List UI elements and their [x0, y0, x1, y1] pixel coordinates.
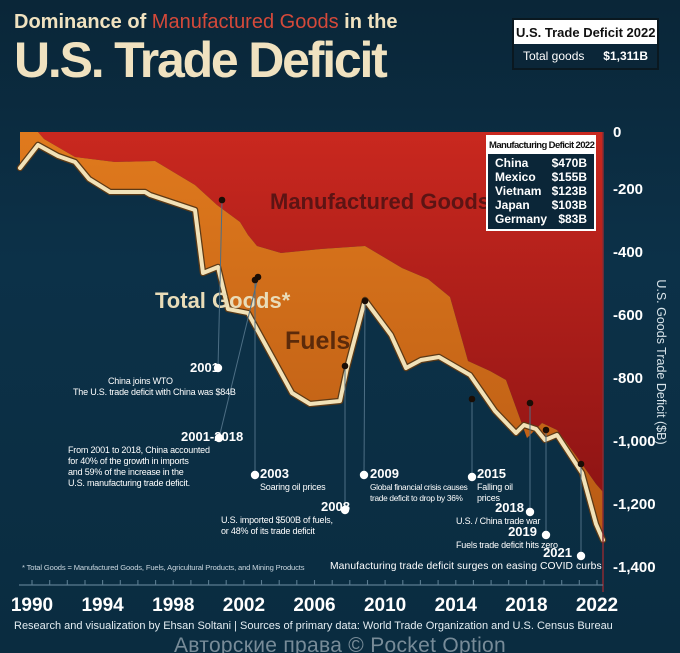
svg-text:1990: 1990 — [11, 595, 53, 616]
svg-text:Manufactured Goods: Manufactured Goods — [270, 189, 490, 214]
svg-text:2008: 2008 — [321, 499, 350, 514]
svg-text:2022: 2022 — [576, 595, 618, 616]
svg-text:2019: 2019 — [508, 524, 537, 539]
svg-text:-1,000: -1,000 — [613, 433, 656, 450]
svg-text:U.S. imported $500B of fuels,: U.S. imported $500B of fuels, — [221, 515, 333, 525]
svg-text:2015: 2015 — [477, 466, 506, 481]
svg-text:-200: -200 — [613, 181, 643, 198]
svg-text:Total Goods*: Total Goods* — [155, 288, 291, 313]
svg-text:2014: 2014 — [435, 595, 478, 616]
svg-text:2018: 2018 — [495, 500, 524, 515]
svg-text:From 2001 to 2018, China accou: From 2001 to 2018, China accounted — [68, 445, 210, 455]
svg-text:Falling oil: Falling oil — [477, 482, 513, 492]
svg-text:2018: 2018 — [505, 595, 547, 616]
svg-text:2003: 2003 — [260, 466, 289, 481]
svg-text:The U.S. trade deficit with Ch: The U.S. trade deficit with China was $8… — [73, 387, 236, 397]
svg-text:U.S. manufacturing trade defic: U.S. manufacturing trade deficit. — [68, 478, 190, 488]
svg-text:trade deficit to drop by 36%: trade deficit to drop by 36% — [370, 493, 464, 503]
svg-text:-400: -400 — [613, 244, 643, 261]
svg-text:-600: -600 — [613, 307, 643, 324]
svg-text:2002: 2002 — [223, 595, 265, 616]
svg-text:Manufacturing trade deficit su: Manufacturing trade deficit surges on ea… — [330, 561, 602, 572]
svg-text:U.S. Goods Trade Deficit ($B): U.S. Goods Trade Deficit ($B) — [654, 279, 668, 444]
svg-text:1998: 1998 — [152, 595, 194, 616]
svg-text:2001: 2001 — [190, 360, 219, 375]
svg-text:* Total Goods = Manufactured G: * Total Goods = Manufactured Goods, Fuel… — [22, 563, 305, 572]
svg-text:China joins WTO: China joins WTO — [108, 376, 173, 386]
svg-text:2010: 2010 — [364, 595, 406, 616]
svg-text:0: 0 — [613, 124, 621, 141]
svg-text:-1,400: -1,400 — [613, 559, 656, 576]
svg-text:or 48% of its trade deficit: or 48% of its trade deficit — [221, 526, 315, 536]
svg-text:Soaring oil prices: Soaring oil prices — [260, 482, 326, 492]
svg-text:for 40% of the growth in impor: for 40% of the growth in imports — [68, 456, 189, 466]
svg-text:1994: 1994 — [81, 595, 124, 616]
svg-text:2021: 2021 — [543, 545, 572, 560]
svg-text:-800: -800 — [613, 370, 643, 387]
svg-text:2006: 2006 — [293, 595, 335, 616]
svg-text:and 59% of the increase in the: and 59% of the increase in the — [68, 467, 184, 477]
svg-text:Fuels: Fuels — [285, 327, 350, 355]
svg-text:Global financial crisis causes: Global financial crisis causes — [370, 482, 468, 492]
svg-text:2001-2018: 2001-2018 — [181, 429, 243, 444]
svg-text:2009: 2009 — [370, 466, 399, 481]
svg-text:-1,200: -1,200 — [613, 496, 656, 513]
